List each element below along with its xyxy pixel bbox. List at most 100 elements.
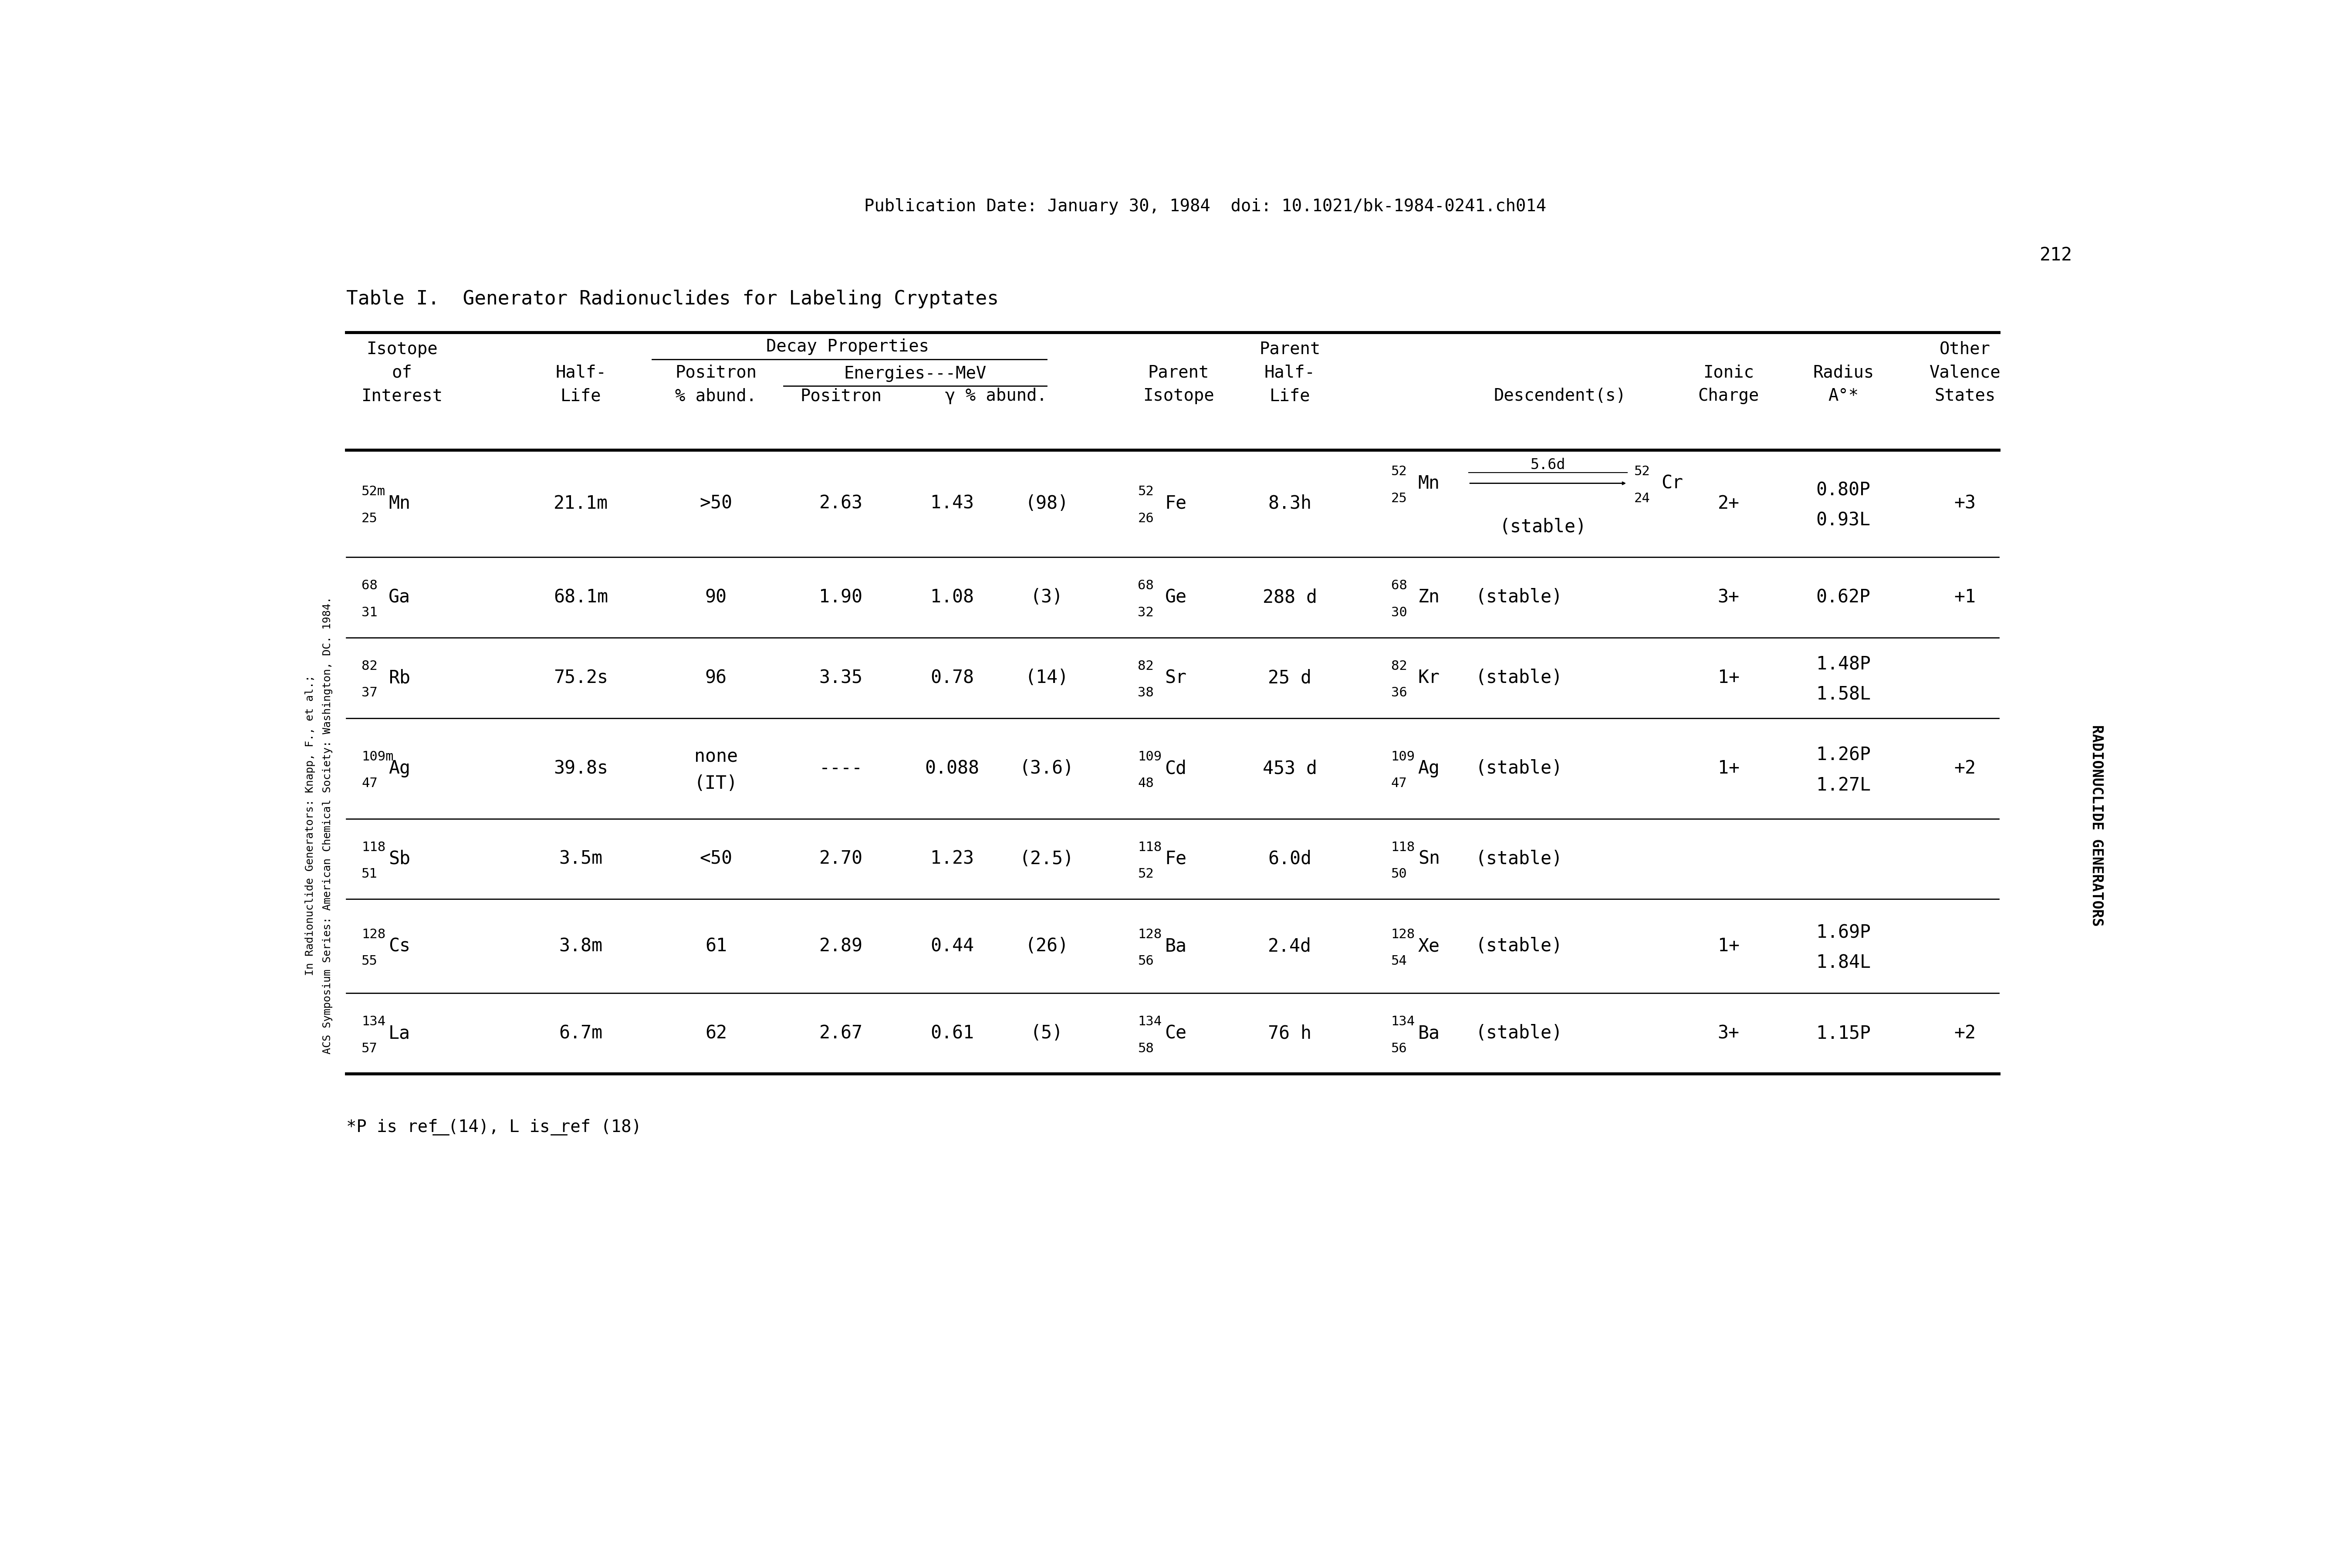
Text: 3+: 3+ bbox=[1717, 588, 1740, 607]
Text: In Radionuclide Generators: Knapp, F., et al.;: In Radionuclide Generators: Knapp, F., e… bbox=[306, 676, 315, 975]
Text: La: La bbox=[388, 1024, 409, 1043]
Text: Ionic: Ionic bbox=[1703, 364, 1755, 381]
Text: (stable): (stable) bbox=[1475, 588, 1562, 607]
Text: Ga: Ga bbox=[388, 588, 409, 607]
Text: +2: +2 bbox=[1955, 759, 1976, 778]
Text: 76 h: 76 h bbox=[1268, 1024, 1312, 1043]
Text: Life: Life bbox=[560, 387, 602, 405]
Text: γ % abund.: γ % abund. bbox=[946, 387, 1047, 405]
Text: 56: 56 bbox=[1138, 955, 1155, 967]
Text: 2.70: 2.70 bbox=[818, 850, 863, 869]
Text: (26): (26) bbox=[1025, 938, 1068, 955]
Text: (3): (3) bbox=[1030, 588, 1063, 607]
Text: 0.62P: 0.62P bbox=[1816, 588, 1870, 607]
Text: 52: 52 bbox=[1635, 466, 1651, 478]
Text: 453 d: 453 d bbox=[1263, 759, 1317, 778]
Text: 109: 109 bbox=[1390, 751, 1416, 764]
Text: 82: 82 bbox=[1138, 660, 1155, 673]
Text: 47: 47 bbox=[362, 778, 379, 790]
Text: Publication Date: January 30, 1984  doi: 10.1021/bk-1984-0241.ch014: Publication Date: January 30, 1984 doi: … bbox=[863, 198, 1548, 215]
Text: 3.8m: 3.8m bbox=[560, 938, 602, 955]
Text: (stable): (stable) bbox=[1475, 668, 1562, 687]
Text: 0.80P: 0.80P bbox=[1816, 481, 1870, 499]
Text: Fe: Fe bbox=[1164, 850, 1188, 869]
Text: 68: 68 bbox=[1390, 579, 1406, 591]
Text: 1+: 1+ bbox=[1717, 759, 1740, 778]
Text: RADIONUCLIDE GENERATORS: RADIONUCLIDE GENERATORS bbox=[2089, 724, 2103, 927]
Text: 1+: 1+ bbox=[1717, 668, 1740, 687]
Text: 128: 128 bbox=[362, 928, 386, 941]
Text: Decay Properties: Decay Properties bbox=[767, 339, 929, 354]
Text: 24: 24 bbox=[1635, 492, 1651, 505]
Text: ----: ---- bbox=[818, 759, 863, 778]
Text: Kr: Kr bbox=[1418, 668, 1439, 687]
Text: Half-: Half- bbox=[555, 364, 607, 381]
Text: Isotope: Isotope bbox=[1143, 387, 1214, 405]
Text: (2.5): (2.5) bbox=[1018, 850, 1075, 869]
Text: 0.44: 0.44 bbox=[931, 938, 974, 955]
Text: Mn: Mn bbox=[1418, 474, 1439, 492]
Text: Ba: Ba bbox=[1164, 938, 1188, 955]
Text: 36: 36 bbox=[1390, 687, 1406, 699]
Text: (stable): (stable) bbox=[1498, 517, 1588, 536]
Text: +2: +2 bbox=[1955, 1024, 1976, 1043]
Text: Other: Other bbox=[1940, 340, 1990, 358]
Text: 50: 50 bbox=[1390, 867, 1406, 880]
Text: Positron: Positron bbox=[800, 387, 882, 405]
Text: 0.93L: 0.93L bbox=[1816, 511, 1870, 530]
Text: Interest: Interest bbox=[362, 387, 442, 405]
Text: 6.0d: 6.0d bbox=[1268, 850, 1312, 869]
Text: Ge: Ge bbox=[1164, 588, 1188, 607]
Text: 32: 32 bbox=[1138, 607, 1155, 619]
Text: (3.6): (3.6) bbox=[1018, 759, 1075, 778]
Text: 75.2s: 75.2s bbox=[553, 668, 609, 687]
Text: >50: >50 bbox=[699, 494, 731, 513]
Text: 0.78: 0.78 bbox=[931, 668, 974, 687]
Text: 1.26P: 1.26P bbox=[1816, 746, 1870, 764]
Text: Descendent(s): Descendent(s) bbox=[1494, 387, 1625, 405]
Text: ACS Symposium Series: American Chemical Society: Washington, DC. 1984.: ACS Symposium Series: American Chemical … bbox=[322, 597, 334, 1054]
Text: <50: <50 bbox=[699, 850, 731, 869]
Text: Parent: Parent bbox=[1148, 364, 1209, 381]
Text: Life: Life bbox=[1270, 387, 1310, 405]
Text: 128: 128 bbox=[1138, 928, 1162, 941]
Text: 90: 90 bbox=[706, 588, 727, 607]
Text: 2.89: 2.89 bbox=[818, 938, 863, 955]
Text: Half-: Half- bbox=[1265, 364, 1315, 381]
Text: Parent: Parent bbox=[1258, 340, 1319, 358]
Text: 2+: 2+ bbox=[1717, 494, 1740, 513]
Text: 3.5m: 3.5m bbox=[560, 850, 602, 869]
Text: Cd: Cd bbox=[1164, 759, 1188, 778]
Text: Sr: Sr bbox=[1164, 668, 1188, 687]
Text: 1.90: 1.90 bbox=[818, 588, 863, 607]
Text: Table I.  Generator Radionuclides for Labeling Cryptates: Table I. Generator Radionuclides for Lab… bbox=[346, 290, 1000, 309]
Text: 1.43: 1.43 bbox=[931, 494, 974, 513]
Text: 118: 118 bbox=[1390, 840, 1416, 853]
Text: (stable): (stable) bbox=[1475, 938, 1562, 955]
Text: 8.3h: 8.3h bbox=[1268, 494, 1312, 513]
Text: 52: 52 bbox=[1390, 466, 1406, 478]
Text: 58: 58 bbox=[1138, 1043, 1155, 1055]
Text: 0.61: 0.61 bbox=[931, 1024, 974, 1043]
Text: of: of bbox=[393, 364, 412, 381]
Text: 118: 118 bbox=[1138, 840, 1162, 853]
Text: 1.48P: 1.48P bbox=[1816, 655, 1870, 674]
Text: 128: 128 bbox=[1390, 928, 1416, 941]
Text: Sn: Sn bbox=[1418, 850, 1439, 869]
Text: (14): (14) bbox=[1025, 668, 1068, 687]
Text: 52: 52 bbox=[1138, 867, 1155, 880]
Text: 3+: 3+ bbox=[1717, 1024, 1740, 1043]
Text: 82: 82 bbox=[1390, 660, 1406, 673]
Text: 109: 109 bbox=[1138, 751, 1162, 764]
Text: 47: 47 bbox=[1390, 778, 1406, 790]
Text: 52m: 52m bbox=[362, 486, 386, 499]
Text: Ag: Ag bbox=[388, 759, 409, 778]
Text: 1.15P: 1.15P bbox=[1816, 1024, 1870, 1043]
Text: 39.8s: 39.8s bbox=[553, 759, 609, 778]
Text: Charge: Charge bbox=[1698, 387, 1759, 405]
Text: 25: 25 bbox=[362, 513, 379, 525]
Text: 31: 31 bbox=[362, 607, 379, 619]
Text: 54: 54 bbox=[1390, 955, 1406, 967]
Text: 2.67: 2.67 bbox=[818, 1024, 863, 1043]
Text: 134: 134 bbox=[362, 1014, 386, 1029]
